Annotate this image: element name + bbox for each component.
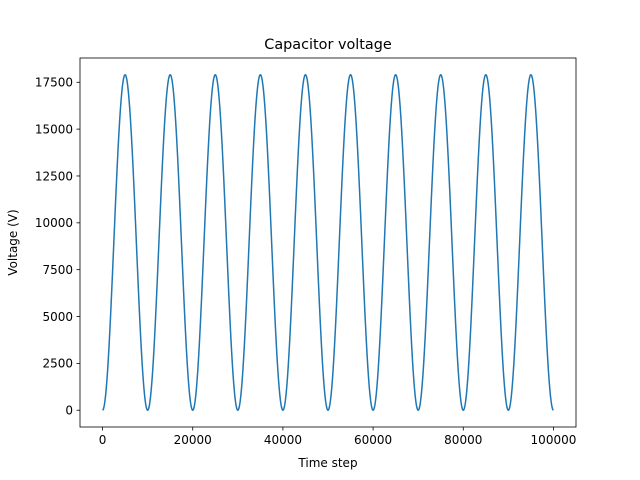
y-tick-label: 2500	[42, 357, 73, 371]
y-tick-label: 7500	[42, 263, 73, 277]
y-tick-label: 17500	[35, 76, 73, 90]
plot-frame	[79, 57, 577, 428]
x-tick-label: 100000	[531, 433, 577, 447]
plot-area	[80, 58, 576, 427]
series-layer	[102, 74, 554, 411]
x-tick-label: 0	[99, 433, 107, 447]
chart-title: Capacitor voltage	[264, 37, 392, 53]
y-axis-label: Voltage (V)	[6, 209, 20, 275]
x-tick-label: 80000	[444, 433, 482, 447]
x-tick-label: 40000	[264, 433, 302, 447]
x-tick-label: 20000	[174, 433, 212, 447]
x-axis-label: Time step	[297, 456, 357, 470]
x-tick-label: 60000	[354, 433, 392, 447]
y-tick-label: 10000	[35, 216, 73, 230]
y-tick-label: 12500	[35, 169, 73, 183]
y-tick-label: 0	[65, 404, 73, 418]
y-axis-ticks: 0 2500 5000 7500 10000 12500 15000 17500	[35, 76, 80, 418]
y-tick-label: 5000	[42, 310, 73, 324]
x-axis-ticks: 0 20000 40000 60000 80000 100000	[99, 427, 577, 447]
y-tick-label: 15000	[35, 122, 73, 136]
series-line-0	[102, 74, 554, 411]
